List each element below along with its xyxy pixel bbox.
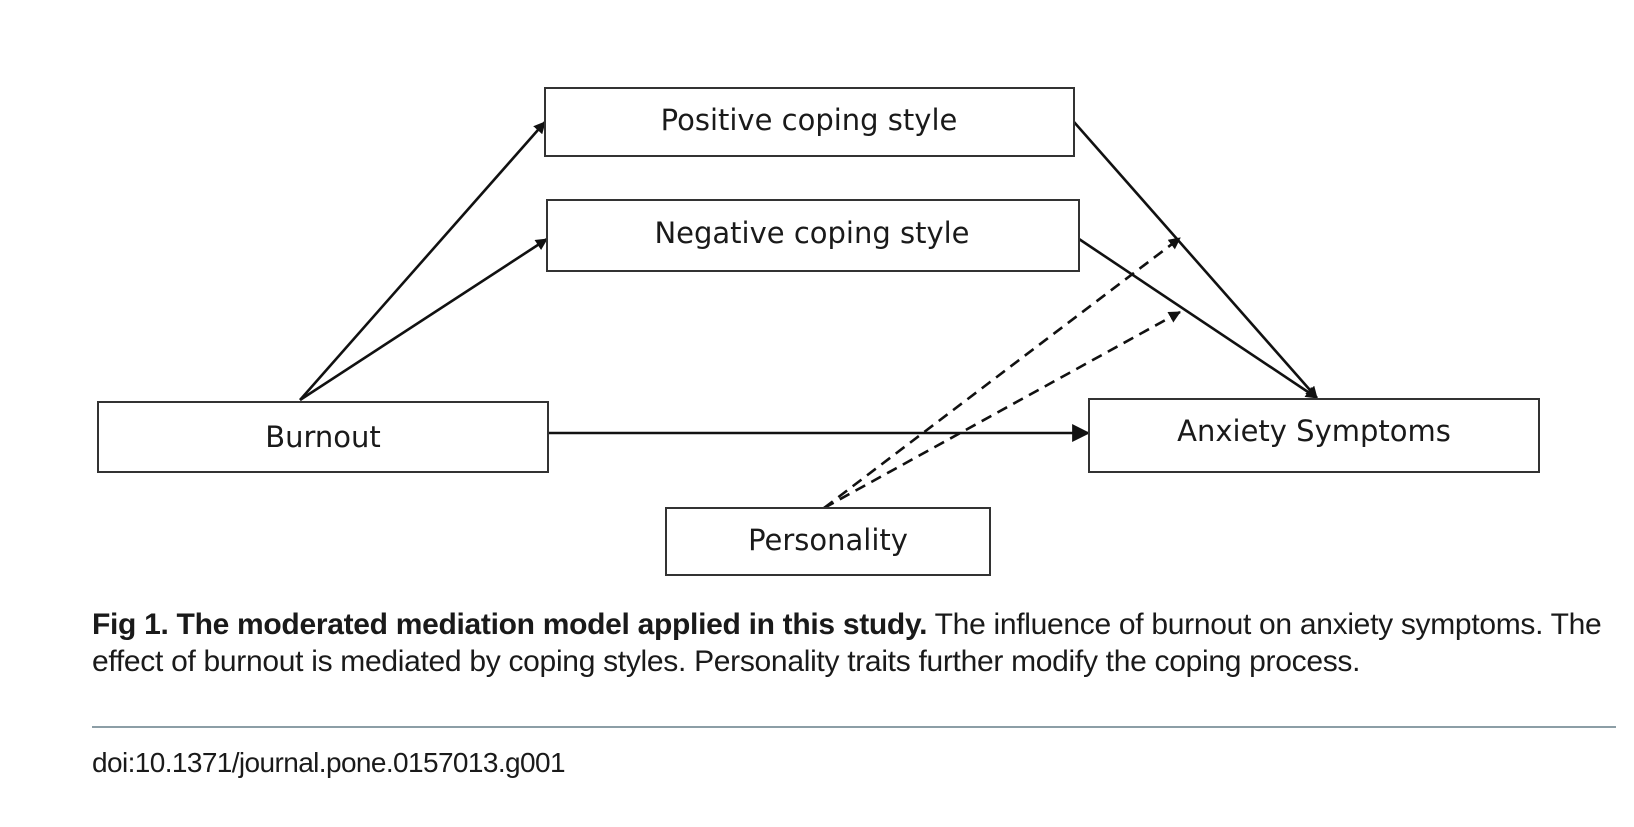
node-personality-label: Personality [748,523,908,557]
node-anxiety-symptoms: Anxiety Symptoms [1088,398,1540,473]
edge-negative-to-anxiety [1078,237,1318,400]
figure-label: Fig 1. [92,608,169,641]
edge-personality-moderates-positive-path [823,236,1181,510]
node-positive-coping-style: Positive coping style [544,87,1075,157]
edge-burnout-to-positive [299,121,546,401]
node-burnout: Burnout [97,401,549,473]
edge-burnout-to-negative [299,237,548,402]
node-negative-coping-style: Negative coping style [546,199,1080,272]
edge-personality-moderates-negative-path [823,310,1181,510]
node-burnout-label: Burnout [265,420,381,454]
mediation-model-diagram: Positive coping style Negative coping st… [97,87,1540,576]
figure-caption: Fig 1. The moderated mediation model appl… [92,606,1622,680]
node-anxiety-label: Anxiety Symptoms [1177,414,1451,448]
node-negative-label: Negative coping style [654,216,969,250]
node-positive-label: Positive coping style [661,103,958,137]
caption-divider [92,726,1616,728]
edge-positive-to-anxiety [1073,121,1318,399]
node-personality: Personality [665,507,991,576]
figure-caption-text: The influence of burnout on anxiety symp… [92,608,1602,678]
doi-text: doi:10.1371/journal.pone.0157013.g001 [92,747,566,778]
figure-title: The moderated mediation model applied in… [176,608,928,641]
